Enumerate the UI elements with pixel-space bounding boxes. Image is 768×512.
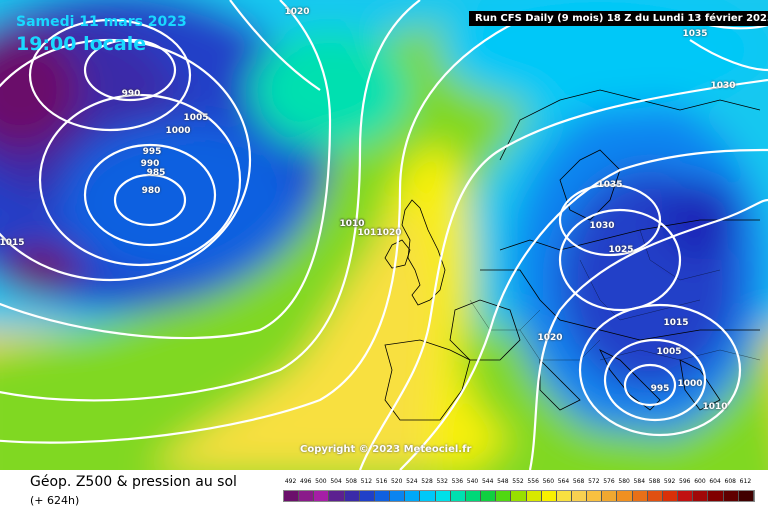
scale-tick-label: 492 [284, 478, 297, 485]
run-info-label: Run CFS Daily (9 mois) 18 Z du Lundi 13 … [469, 11, 768, 26]
isobar-label: 1011 [357, 228, 383, 238]
scale-tick-label: 540 [466, 478, 479, 485]
scale-swatch [420, 491, 436, 501]
scale-swatch [632, 491, 648, 501]
scale-swatch [587, 491, 603, 501]
scale-swatch [647, 491, 663, 501]
isobar-label: 1005 [183, 113, 209, 123]
isobar-label: 1030 [589, 221, 615, 231]
isobar-label: 995 [650, 384, 670, 394]
copyright-label: Copyright © 2023 Meteociel.fr [300, 444, 472, 455]
scale-tick-label: 596 [679, 478, 691, 485]
scale-tick-label: 504 [330, 478, 342, 485]
weather-map [0, 0, 768, 470]
scale-tick-label: 552 [512, 478, 524, 485]
scale-tick-label: 556 [527, 478, 539, 485]
scale-swatch [602, 491, 618, 501]
forecast-step: (+ 624h) [30, 494, 80, 507]
isobar-label: 990 [121, 89, 141, 99]
isobar-label: 1000 [165, 126, 191, 136]
scale-swatch [541, 491, 557, 501]
scale-tick-label: 532 [436, 478, 448, 485]
isobar-label: 980 [141, 186, 161, 196]
scale-tick-label: 612 [739, 478, 752, 485]
scale-swatch [374, 491, 391, 501]
scale-swatch [678, 491, 694, 501]
scale-swatch [405, 491, 421, 501]
isobar-label: 1020 [376, 228, 402, 238]
product-title: Géop. Z500 & pression au sol [30, 474, 237, 490]
isobar-label: 995 [142, 147, 162, 157]
color-scale-bar [283, 490, 755, 502]
scale-tick-label: 528 [421, 478, 433, 485]
scale-swatch [465, 491, 482, 501]
scale-swatch [481, 491, 497, 501]
scale-swatch [344, 491, 360, 501]
isobar-label: 1005 [656, 347, 682, 357]
scale-swatch [284, 491, 300, 501]
footer-legend: Géop. Z500 & pression au sol (+ 624h) 49… [0, 470, 768, 512]
scale-swatch [314, 491, 330, 501]
scale-swatch [738, 491, 754, 501]
scale-tick-label: 500 [315, 478, 327, 485]
scale-tick-label: 608 [724, 478, 736, 485]
scale-tick-label: 512 [360, 478, 373, 485]
scale-swatch [496, 491, 512, 501]
isobar-label: 1010 [339, 219, 365, 229]
scale-tick-label: 576 [603, 478, 615, 485]
z500-field [0, 0, 768, 470]
isobar-label: 1035 [682, 29, 708, 39]
scale-tick-label: 600 [694, 478, 706, 485]
scale-tick-label: 564 [557, 478, 570, 485]
coastlines [384, 89, 761, 421]
isobar-label: 1020 [284, 7, 310, 17]
scale-tick-label: 496 [300, 478, 312, 485]
scale-swatch [556, 491, 572, 501]
isobar-label: 1035 [597, 180, 623, 190]
scale-tick-label: 568 [572, 478, 585, 485]
isobar-label: 985 [146, 168, 166, 178]
scale-tick-label: 508 [345, 478, 357, 485]
scale-swatch [299, 491, 315, 501]
scale-swatch [708, 491, 724, 501]
scale-tick-label: 544 [481, 478, 494, 485]
isobar-label: 990 [140, 159, 160, 169]
scale-tick-label: 592 [663, 478, 676, 485]
valid-time-label: 19:00 locale [16, 33, 147, 55]
isobars [0, 0, 768, 470]
scale-swatch [693, 491, 709, 501]
scale-swatch [359, 491, 375, 501]
scale-swatch [571, 491, 588, 501]
valid-date-label: Samedi 11 mars 2023 [16, 14, 187, 30]
scale-swatch [617, 491, 633, 501]
scale-tick-label: 524 [406, 478, 418, 485]
scale-tick-label: 584 [633, 478, 646, 485]
scale-swatch [329, 491, 345, 501]
color-scale-ticks: 492 496 500 504 508 512 516 520 524 528 532 536 540 5… [283, 478, 753, 488]
scale-swatch [435, 491, 451, 501]
isobar-label: 1010 [702, 402, 728, 412]
scale-tick-label: 580 [618, 478, 630, 485]
scale-tick-label: 604 [709, 478, 721, 485]
isobar-label: 1030 [710, 81, 736, 91]
scale-swatch [662, 491, 679, 501]
scale-swatch [390, 491, 406, 501]
scale-swatch [511, 491, 527, 501]
scale-tick-label: 548 [497, 478, 509, 485]
isobar-label: 1020 [537, 333, 563, 343]
isobar-label: 1025 [608, 245, 634, 255]
scale-tick-label: 588 [648, 478, 661, 485]
isobar-label: 1015 [0, 238, 25, 248]
scale-tick-label: 536 [451, 478, 464, 485]
scale-tick-label: 572 [588, 478, 600, 485]
isobar-label: 1015 [663, 318, 689, 328]
scale-tick-label: 516 [375, 478, 388, 485]
scale-tick-label: 560 [542, 478, 555, 485]
scale-swatch [526, 491, 542, 501]
isobar-label: 1000 [677, 379, 703, 389]
isobar-label: 1010 [339, 219, 365, 229]
scale-swatch [723, 491, 739, 501]
scale-tick-label: 520 [390, 478, 403, 485]
scale-swatch [450, 491, 466, 501]
